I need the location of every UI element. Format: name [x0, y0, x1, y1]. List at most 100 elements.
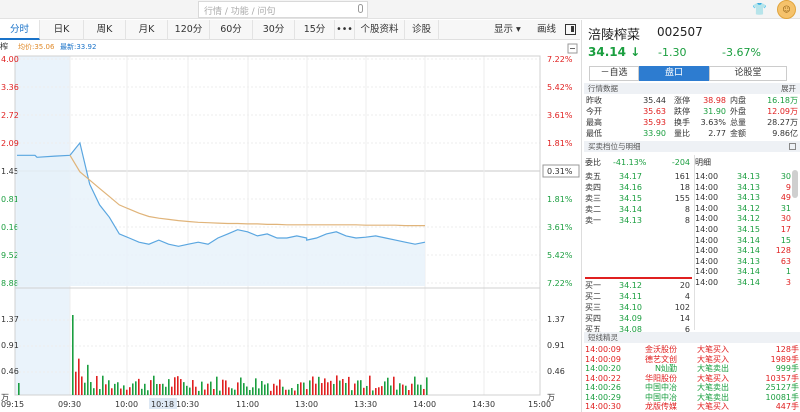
- volume-bar: [195, 386, 197, 395]
- quote-label: 金额: [730, 129, 746, 138]
- trade-time: 14:00: [695, 193, 719, 203]
- tab-more[interactable]: •••: [335, 20, 355, 40]
- tab-diagnosis[interactable]: 诊股: [405, 20, 439, 40]
- volume-bar: [120, 388, 122, 395]
- volume-bar: [330, 380, 332, 395]
- order-book-button[interactable]: 盘口: [639, 66, 709, 81]
- tab-daily-k[interactable]: 日K: [40, 20, 84, 40]
- volume-bar: [387, 377, 389, 395]
- left-price-tick: 1.45: [1, 167, 19, 176]
- short-line-section-header: 短线精灵: [584, 332, 800, 343]
- volume-bar: [372, 390, 374, 395]
- trade-price: 34.14: [737, 278, 760, 287]
- order-ratio-label: 委比: [585, 158, 601, 167]
- trade-volume: 63: [780, 256, 791, 266]
- volume-bar: [300, 382, 302, 395]
- volume-bar: [282, 386, 284, 395]
- expand-button[interactable]: 展开: [781, 84, 796, 93]
- order-ratio-row: 委比 -41.13% -204: [585, 157, 692, 169]
- level-price: 34.08: [619, 325, 642, 334]
- tab-60min[interactable]: 60分: [210, 20, 253, 40]
- draw-line-button[interactable]: 画线: [537, 24, 557, 35]
- time-tick: 13:30: [354, 400, 377, 409]
- panel-toggle-icon[interactable]: [565, 24, 576, 35]
- time-tick: 15:00: [528, 400, 551, 409]
- trade-time: 14:00: [695, 172, 719, 181]
- left-volume-tick: 0.46: [1, 367, 19, 376]
- watchlist-button[interactable]: －自选: [589, 66, 639, 81]
- quote-value: 38.98: [703, 96, 726, 105]
- right-volume-tick: 0.46: [547, 367, 565, 376]
- volume-bar: [150, 380, 152, 395]
- skin-shirt-icon[interactable]: 👕: [752, 2, 767, 16]
- volume-bar: [273, 383, 275, 395]
- microphone-icon[interactable]: [358, 4, 363, 13]
- volume-bar: [303, 382, 305, 395]
- right-pct-tick: 5.42%: [547, 251, 573, 260]
- short-line-row[interactable]: 14:00:09 金沃股份 大笔买入 128手: [585, 345, 799, 355]
- tab-stock-profile[interactable]: 个股资料: [355, 20, 405, 40]
- tab-120min[interactable]: 120分: [168, 20, 210, 40]
- trade-volume: 15: [780, 235, 791, 245]
- left-price-tick: 0.16: [1, 223, 19, 232]
- quote-value: 9.86亿: [772, 129, 798, 138]
- short-line-row[interactable]: 14:00:30 龙版传媒 大笔买入 447手: [585, 402, 799, 412]
- level-label: 卖一: [585, 216, 601, 225]
- order-ratio-diff: -204: [671, 158, 690, 167]
- short-line-row[interactable]: 14:00:09 德艺文创 大笔买入 1989手: [585, 355, 799, 365]
- volume-bar: [90, 382, 92, 395]
- volume-bar: [156, 383, 158, 395]
- left-side-label: 榨: [0, 41, 8, 51]
- volume-bar: [138, 378, 140, 395]
- volume-bar: [414, 376, 416, 395]
- tab-weekly-k[interactable]: 周K: [84, 20, 126, 40]
- trade-price: 34.14: [737, 267, 760, 277]
- quote-label: 涨停: [674, 96, 690, 105]
- quote-label: 昨收: [586, 96, 602, 105]
- time-tick: 14:00: [413, 400, 436, 409]
- volume-bar: [213, 388, 215, 395]
- trade-row: 14:00 34.13 63: [695, 256, 797, 267]
- quote-value: 31.90: [703, 107, 726, 116]
- detail-scrollbar[interactable]: [792, 170, 798, 198]
- volume-bar: [159, 383, 161, 395]
- display-dropdown[interactable]: 显示 ▾: [494, 24, 521, 35]
- level-volume: 14: [679, 314, 690, 323]
- level-volume: 102: [674, 303, 690, 312]
- search-input[interactable]: 行情 / 功能 / 问句: [198, 1, 368, 18]
- short-line-row[interactable]: 14:00:20 N灿勤 大笔卖出 999手: [585, 364, 799, 374]
- quote-label: 总量: [730, 118, 746, 127]
- volume-bar: [144, 383, 146, 395]
- intraday-chart[interactable]: 4.00 3.36 2.72 2.09 1.45 0.81 0.16 9.52 8.88 7.22…: [0, 40, 580, 412]
- volume-bar: [288, 389, 290, 395]
- collapse-icon[interactable]: [789, 143, 796, 150]
- volume-bar: [402, 384, 404, 395]
- short-line-row[interactable]: 14:00:29 中国中冶 大笔卖出 10081手: [585, 393, 799, 403]
- trade-price: 34.12: [737, 203, 760, 213]
- left-volume-tick: 万: [1, 393, 9, 402]
- trade-time: 14:00: [695, 246, 719, 256]
- tab-intraday[interactable]: 分时: [0, 20, 40, 40]
- short-line-row[interactable]: 14:00:22 华阳股份 大笔买入 10357手: [585, 374, 799, 384]
- trade-row: 14:00 34.13 30: [695, 171, 797, 182]
- avatar[interactable]: ☺: [777, 0, 796, 19]
- trade-volume: 49: [780, 193, 791, 203]
- time-tick: 10:18: [151, 400, 174, 409]
- volume-bar: [327, 382, 329, 395]
- book-section-title: 买卖档位与明细: [588, 142, 641, 151]
- trade-time: 14:00: [695, 225, 719, 234]
- forum-button[interactable]: 论股堂: [709, 66, 787, 81]
- volume-bar: [411, 383, 413, 395]
- tab-30min[interactable]: 30分: [253, 20, 295, 40]
- tab-monthly-k[interactable]: 月K: [126, 20, 168, 40]
- short-line-row[interactable]: 14:00:26 中国中冶 大笔卖出 25127手: [585, 383, 799, 393]
- volume-bar: [255, 378, 257, 395]
- tab-15min[interactable]: 15分: [295, 20, 335, 40]
- short-line-action: 大笔买入: [697, 373, 729, 383]
- quote-section-header: 行情数据 展开: [584, 83, 800, 94]
- right-pct-tick: 7.22%: [547, 279, 573, 288]
- level-label: 买二: [585, 292, 601, 301]
- trade-volume: 9: [785, 182, 791, 192]
- volume-bar: [147, 390, 149, 395]
- volume-bar: [132, 383, 134, 395]
